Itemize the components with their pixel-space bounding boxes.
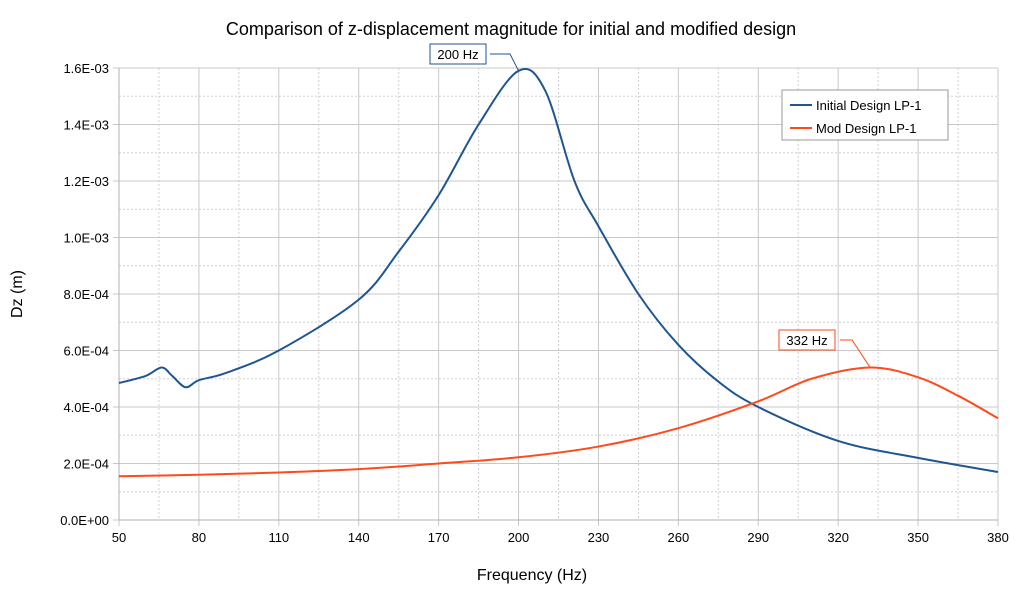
annotation-leader [840,339,871,368]
x-tick-label: 110 [268,530,289,545]
x-axis-label: Frequency (Hz) [477,567,587,584]
y-axis-label: Dz (m) [9,270,26,318]
y-tick-label: 1.6E-03 [63,61,109,76]
x-tick-label: 230 [588,530,610,545]
annotation-label: 332 Hz [786,333,827,348]
x-tick-label: 50 [112,530,126,545]
y-tick-label: 1.2E-03 [63,174,109,189]
series-line-1 [118,366,999,478]
legend-label-mod: Mod Design LP-1 [816,121,916,136]
x-tick-label: 170 [428,530,450,545]
x-tick-label: 80 [192,530,206,545]
annotation-box [778,329,836,351]
y-tick-label: 1.0E-03 [63,231,109,246]
x-tick-label: 290 [747,530,769,545]
y-tick-label: 0.0E+00 [60,513,109,528]
y-tick-label: 2.0E-04 [63,457,109,472]
chart-title: Comparison of z-displacement magnitude f… [226,19,796,39]
x-tick-label: 320 [827,530,849,545]
x-tick-label: 140 [348,530,370,545]
annotation-leader [490,53,519,72]
y-tick-label: 1.4E-03 [63,118,109,133]
annotation-box [429,43,487,65]
y-tick-label: 6.0E-04 [63,344,109,359]
series-line-0 [118,67,999,473]
y-tick-label: 4.0E-04 [63,400,109,415]
legend: Initial Design LP-1 Mod Design LP-1 [781,89,949,141]
legend-label-initial: Initial Design LP-1 [816,98,922,113]
y-tick-label: 8.0E-04 [63,287,109,302]
x-tick-label: 350 [907,530,929,545]
x-tick-label: 380 [987,530,1009,545]
legend-box [781,89,949,141]
x-tick-label: 200 [508,530,530,545]
annotation-label: 200 Hz [437,47,478,62]
x-tick-label: 260 [668,530,690,545]
